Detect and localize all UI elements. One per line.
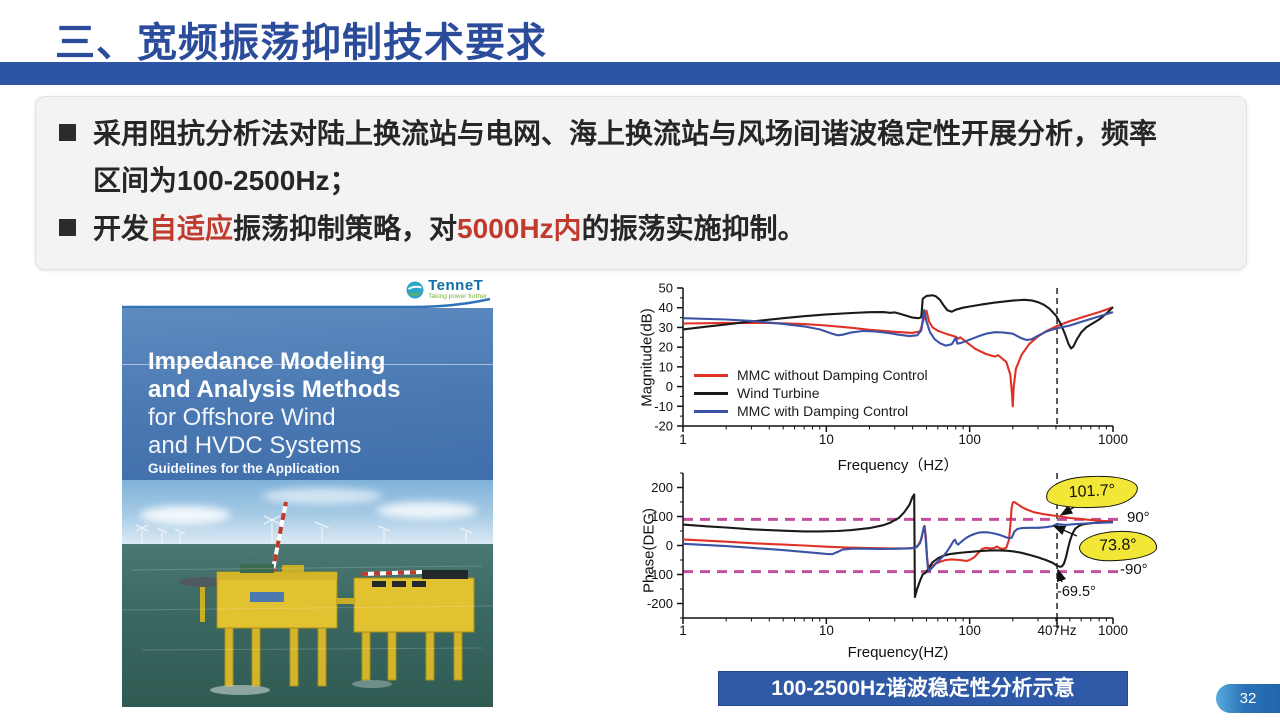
svg-text:1000: 1000 (1098, 432, 1128, 447)
bullet-2-seg-0: 开发 (93, 213, 150, 244)
legend-entry-blue: MMC with Damping Control (694, 402, 928, 420)
bullet-square-icon (59, 124, 76, 141)
tennet-logo: TenneT Taking power further (406, 277, 487, 300)
legend-label: Wind Turbine (737, 385, 820, 401)
tennet-logo-icon (406, 281, 424, 298)
upper-ref-line-label: 90° (1127, 509, 1150, 526)
photo-detail-overlay (122, 501, 493, 695)
book-cover: TenneT Taking power further Impedance Mo… (122, 277, 493, 707)
bullet-2-seg-4: 的振荡实施抑制。 (581, 213, 806, 244)
book-cover-title-area: Impedance Modeling and Analysis Methods … (122, 308, 493, 480)
book-title-line-4: and HVDC Systems (148, 432, 362, 459)
chart-caption: 100-2500Hz谐波稳定性分析示意 (718, 671, 1128, 706)
bullet-2-seg-3-emphasis: 5000Hz内 (457, 213, 582, 244)
book-subtitle: Guidelines for the Application (148, 461, 340, 476)
cloud (262, 488, 382, 504)
svg-text:-10: -10 (654, 399, 673, 414)
svg-text:20: 20 (659, 340, 673, 355)
title-underline-bar (0, 62, 1280, 85)
legend-line-black (694, 391, 728, 395)
svg-text:-20: -20 (654, 419, 673, 434)
bullet-panel: 采用阻抗分析法对陆上换流站与电网、海上换流站与风场间谐波稳定性开展分析，频率 区… (35, 96, 1247, 270)
black-phase-value-label: -69.5° (1057, 584, 1096, 600)
offshore-platform-photo (122, 480, 493, 707)
svg-text:30: 30 (659, 320, 673, 335)
svg-text:100: 100 (958, 623, 981, 638)
tennet-logo-wordmark: TenneT (428, 277, 484, 294)
svg-text:10: 10 (819, 623, 834, 638)
book-title-line-3: for Offshore Wind (148, 404, 336, 431)
book-title-line-1: Impedance Modeling (148, 348, 386, 375)
phase-x-axis-label: Frequency(HZ) (847, 644, 949, 661)
svg-text:100: 100 (651, 509, 673, 524)
chart-legend: MMC without Damping Control Wind Turbine… (694, 366, 928, 420)
svg-text:-200: -200 (647, 596, 673, 611)
svg-text:-100: -100 (647, 567, 673, 582)
book-title-line-2: and Analysis Methods (148, 376, 401, 403)
legend-label: MMC with Damping Control (737, 403, 909, 419)
svg-text:40: 40 (659, 300, 673, 315)
page-number: 32 (1239, 690, 1257, 707)
bullet-2-seg-1-emphasis: 自适应 (149, 213, 234, 244)
svg-text:0: 0 (666, 379, 673, 394)
svg-text:1: 1 (679, 623, 687, 638)
magnitude-x-axis-label: Frequency（HZ） (837, 457, 959, 474)
svg-text:100: 100 (958, 432, 981, 447)
page-number-badge: 32 (1216, 684, 1280, 713)
legend-entry-red: MMC without Damping Control (694, 366, 928, 384)
svg-text:50: 50 (659, 281, 673, 296)
book-cover-header-band: TenneT Taking power further (122, 277, 493, 309)
phase-y-axis-label: Phase(DEG) (640, 507, 658, 594)
lower-ref-line-label: -90° (1120, 561, 1148, 578)
bullet-2-line: 开发自适应振荡抑制策略，对5000Hz内的振荡实施抑制。 (93, 207, 806, 247)
bullet-2-seg-2: 振荡抑制策略，对 (233, 213, 458, 244)
legend-line-blue (694, 409, 728, 413)
legend-label: MMC without Damping Control (737, 367, 928, 383)
svg-text:0: 0 (666, 538, 673, 553)
svg-text:10: 10 (659, 359, 673, 374)
cloud (377, 502, 477, 519)
svg-text:10: 10 (819, 432, 834, 447)
bullet-square-icon (59, 219, 76, 236)
legend-line-red (694, 373, 728, 377)
legend-entry-black: Wind Turbine (694, 384, 928, 402)
svg-text:1: 1 (679, 432, 687, 447)
svg-text:407Hz: 407Hz (1038, 623, 1077, 638)
magnitude-y-axis-label: Magnitude(dB) (638, 308, 656, 407)
svg-text:1000: 1000 (1098, 623, 1128, 638)
bullet-1-line-2: 区间为100-2500Hz； (93, 165, 358, 196)
svg-text:200: 200 (651, 480, 673, 495)
tennet-logo-tagline: Taking power further (428, 293, 487, 300)
book-cover-rule (122, 364, 493, 365)
cloud (140, 506, 230, 524)
tennet-swoosh-line (122, 298, 491, 309)
slide-title: 三、宽频振荡抑制技术要求 (55, 21, 547, 65)
bullet-1-line-1: 采用阻抗分析法对陆上换流站与电网、海上换流站与风场间谐波稳定性开展分析，频率 (93, 118, 1158, 149)
